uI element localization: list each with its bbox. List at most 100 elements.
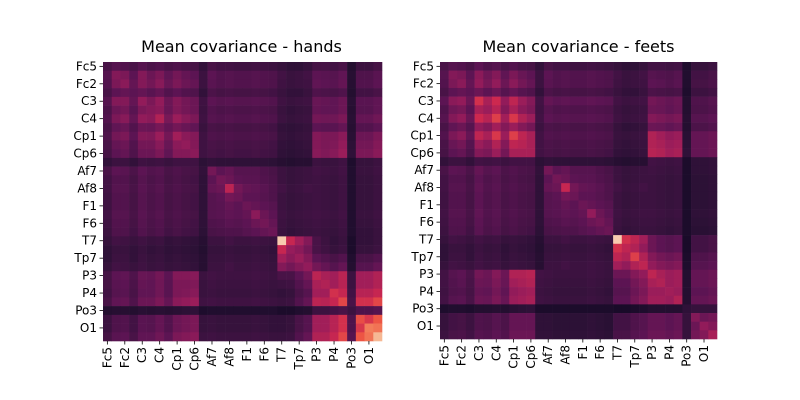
heatmap-feets-cell bbox=[543, 261, 553, 271]
heatmap-feets-cell bbox=[448, 70, 458, 80]
heatmap-feets-cell bbox=[595, 243, 605, 253]
heatmap-feets-cell bbox=[465, 70, 475, 80]
heatmap-hands-cell bbox=[137, 96, 147, 106]
heatmap-hands-cell bbox=[216, 218, 226, 228]
heatmap-feets-cell bbox=[691, 278, 700, 288]
heatmap-feets-cell bbox=[656, 183, 666, 193]
heatmap-hands-cell bbox=[259, 149, 269, 159]
heatmap-feets-cell bbox=[509, 79, 519, 89]
heatmap-hands-cell bbox=[172, 323, 182, 333]
heatmap-feets-cell bbox=[457, 122, 467, 132]
heatmap-hands-cell bbox=[347, 288, 357, 298]
heatmap-feets-cell bbox=[457, 174, 467, 184]
heatmap-hands-cell bbox=[320, 140, 330, 150]
heatmap-feets-cell bbox=[561, 79, 571, 89]
heatmap-feets-cell bbox=[569, 165, 579, 175]
heatmap-feets-cell bbox=[465, 252, 475, 262]
heatmap-hands-cell bbox=[233, 62, 243, 72]
heatmap-feets-cell bbox=[691, 200, 700, 210]
heatmap-hands-cell bbox=[137, 184, 147, 194]
heatmap-hands-cell bbox=[242, 70, 252, 80]
heatmap-feets-cell bbox=[665, 235, 675, 245]
heatmap-feets-cell bbox=[561, 131, 571, 141]
heatmap-hands-cell bbox=[303, 306, 313, 316]
heatmap-feets-cell bbox=[613, 269, 623, 279]
heatmap-hands-cell bbox=[242, 279, 252, 289]
heatmap-hands-cell bbox=[251, 262, 261, 272]
heatmap-feets-cell bbox=[665, 113, 675, 123]
heatmap-feets-cell bbox=[457, 113, 467, 123]
heatmap-feets-cell bbox=[526, 304, 536, 314]
heatmap-feets-cell bbox=[448, 235, 458, 245]
heatmap-feets-cell bbox=[647, 200, 657, 210]
heatmap-hands-cell bbox=[242, 306, 252, 316]
heatmap-feets-cell bbox=[604, 139, 614, 149]
heatmap-feets-cell bbox=[483, 226, 493, 236]
heatmap-hands-cell bbox=[181, 114, 191, 124]
heatmap-feets-cell bbox=[630, 122, 640, 132]
heatmap-hands-cell bbox=[190, 314, 200, 324]
heatmap-hands-cell bbox=[225, 245, 235, 255]
heatmap-hands-cell bbox=[242, 149, 252, 159]
heatmap-hands-cell bbox=[233, 236, 243, 246]
heatmap-hands-cell bbox=[164, 236, 174, 246]
heatmap-feets-cell bbox=[691, 87, 700, 97]
heatmap-feets-cell bbox=[509, 113, 519, 123]
heatmap-feets-cell bbox=[561, 148, 571, 158]
heatmap-hands-cell bbox=[303, 236, 313, 246]
heatmap-hands-cell bbox=[303, 140, 313, 150]
heatmap-feets-cell bbox=[457, 70, 467, 80]
heatmap-feets-cell bbox=[656, 174, 666, 184]
heatmap-hands-cell bbox=[137, 166, 147, 176]
heatmap-feets-cell bbox=[613, 209, 623, 219]
heatmap-hands-cell bbox=[355, 218, 365, 228]
heatmap-feets-cell bbox=[578, 235, 588, 245]
heatmap-feets-cell bbox=[440, 131, 449, 141]
heatmap-feets-cell bbox=[509, 191, 519, 201]
heatmap-feets-cell bbox=[509, 313, 519, 322]
heatmap-hands-cell bbox=[312, 123, 322, 133]
heatmap-hands-cell bbox=[216, 175, 226, 185]
heatmap-feets-cell bbox=[673, 313, 683, 322]
heatmap-feets-cell bbox=[543, 105, 553, 115]
heatmap-hands-cell bbox=[355, 306, 365, 316]
heatmap-feets-cell bbox=[552, 321, 562, 331]
heatmap-hands-cell bbox=[320, 192, 330, 202]
heatmap-hands-cell bbox=[225, 279, 235, 289]
heatmap-feets-cell bbox=[509, 62, 519, 71]
heatmap-hands-cell bbox=[347, 88, 357, 98]
heatmap-hands-cell bbox=[129, 332, 139, 342]
heatmap-hands-cell bbox=[181, 123, 191, 133]
heatmap-feets-cell bbox=[578, 209, 588, 219]
heatmap-hands-cell bbox=[225, 131, 235, 141]
heatmap-feets-cell bbox=[483, 243, 493, 253]
heatmap-hands-cell bbox=[216, 253, 226, 263]
heatmap-hands-cell bbox=[129, 157, 139, 167]
heatmap-hands-cell bbox=[329, 297, 339, 307]
heatmap-hands-cell bbox=[198, 123, 208, 133]
heatmap-feets-cell bbox=[517, 217, 527, 227]
y-tick-label: Fc2 bbox=[76, 77, 97, 91]
heatmap-hands-cell bbox=[120, 114, 130, 124]
heatmap-feets-cell bbox=[665, 252, 675, 262]
heatmap-hands-cell bbox=[373, 288, 383, 298]
heatmap-hands-cell bbox=[312, 271, 322, 281]
heatmap-feets-cell bbox=[665, 70, 675, 80]
heatmap-hands-cell bbox=[268, 297, 278, 307]
heatmap-hands-cell bbox=[364, 314, 374, 324]
heatmap-feets-cell bbox=[543, 191, 553, 201]
heatmap-feets-cell bbox=[604, 174, 614, 184]
heatmap-feets-cell bbox=[647, 79, 657, 89]
heatmap-feets-cell bbox=[465, 113, 475, 123]
heatmap-feets-cell bbox=[474, 226, 484, 236]
heatmap-feets-cell bbox=[561, 183, 571, 193]
heatmap-feets-cell bbox=[457, 313, 467, 322]
heatmap-feets-cell bbox=[448, 252, 458, 262]
heatmap-hands-cell bbox=[338, 62, 348, 72]
heatmap-hands-cell bbox=[242, 236, 252, 246]
heatmap-hands-cell bbox=[181, 166, 191, 176]
heatmap-feets-cell bbox=[595, 330, 605, 340]
heatmap-hands-cell bbox=[172, 288, 182, 298]
x-tick-label: C4 bbox=[153, 347, 167, 363]
heatmap-hands-cell bbox=[277, 297, 287, 307]
